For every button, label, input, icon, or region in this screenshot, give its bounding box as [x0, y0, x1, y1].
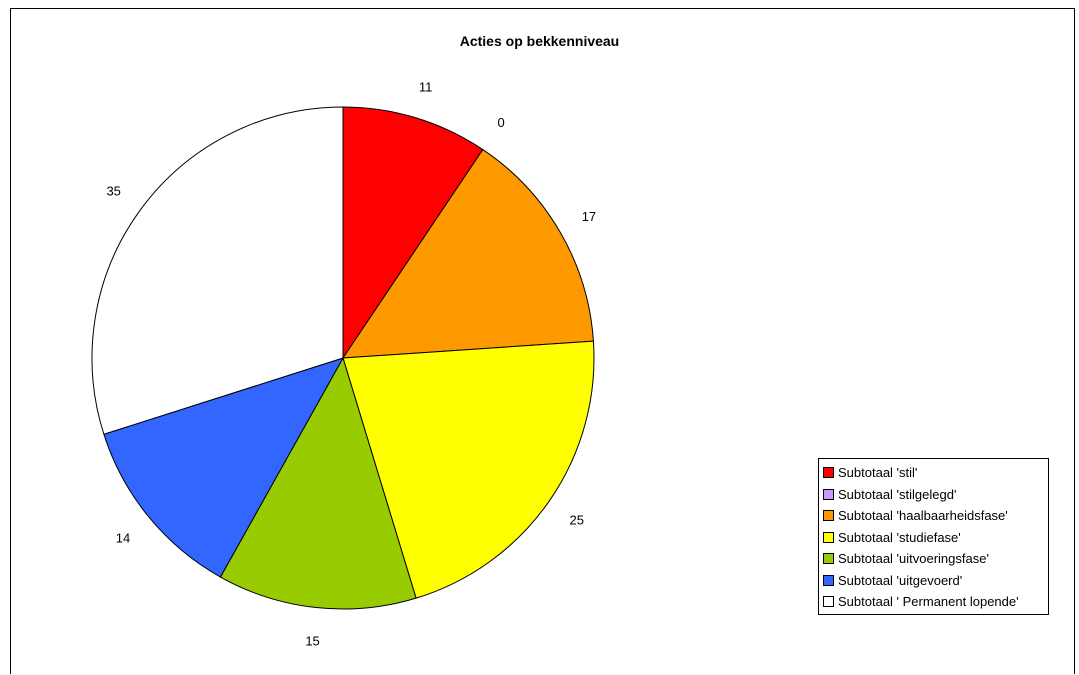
pie-slice-0: [342, 106, 484, 360]
slice-data-label: 0: [498, 115, 505, 130]
legend-label: Subtotaal ' Permanent lopende': [838, 594, 1019, 610]
legend-item: Subtotaal ' Permanent lopende': [823, 591, 1048, 613]
pie-slice-6: [91, 106, 344, 435]
legend-label: Subtotaal 'stil': [838, 465, 918, 481]
legend-item: Subtotaal 'studiefase': [823, 527, 1048, 549]
legend-swatch: [823, 510, 834, 522]
slice-data-label: 35: [106, 183, 120, 198]
legend-item: Subtotaal 'haalbaarheidsfase': [823, 505, 1048, 527]
legend-swatch: [823, 574, 834, 586]
legend-item: Subtotaal 'uitgevoerd': [823, 570, 1048, 592]
legend-swatch: [823, 488, 834, 500]
pie-slice-2: [342, 148, 594, 359]
chart-title: Acties op bekkenniveau: [459, 33, 620, 49]
legend-swatch: [823, 531, 834, 543]
legend-item: Subtotaal 'stil': [823, 462, 1048, 484]
legend-label: Subtotaal 'uitvoeringsfase': [838, 551, 989, 567]
legend-swatch: [823, 553, 834, 565]
legend-item: Subtotaal 'uitvoeringsfase': [823, 548, 1048, 570]
legend-item: Subtotaal 'stilgelegd': [823, 484, 1048, 506]
legend-label: Subtotaal 'stilgelegd': [838, 486, 957, 502]
legend-swatch: [823, 596, 834, 608]
legend-label: Subtotaal 'uitgevoerd': [838, 572, 963, 588]
slice-data-label: 11: [419, 79, 433, 94]
legend: Subtotaal 'stil' Subtotaal 'stilgelegd' Su…: [818, 458, 1049, 615]
slice-data-label: 15: [305, 633, 319, 648]
legend-swatch: [823, 467, 834, 479]
pie-slice-3: [342, 340, 595, 599]
slice-data-label: 14: [116, 531, 130, 546]
slice-data-label: 17: [582, 209, 596, 224]
legend-label: Subtotaal 'studiefase': [838, 529, 961, 545]
pie-slice-5: [103, 357, 345, 578]
pie-slice-4: [219, 356, 417, 610]
slice-data-label: 25: [569, 512, 583, 527]
legend-label: Subtotaal 'haalbaarheidsfase': [838, 508, 1008, 524]
chart-frame: [10, 8, 1075, 674]
